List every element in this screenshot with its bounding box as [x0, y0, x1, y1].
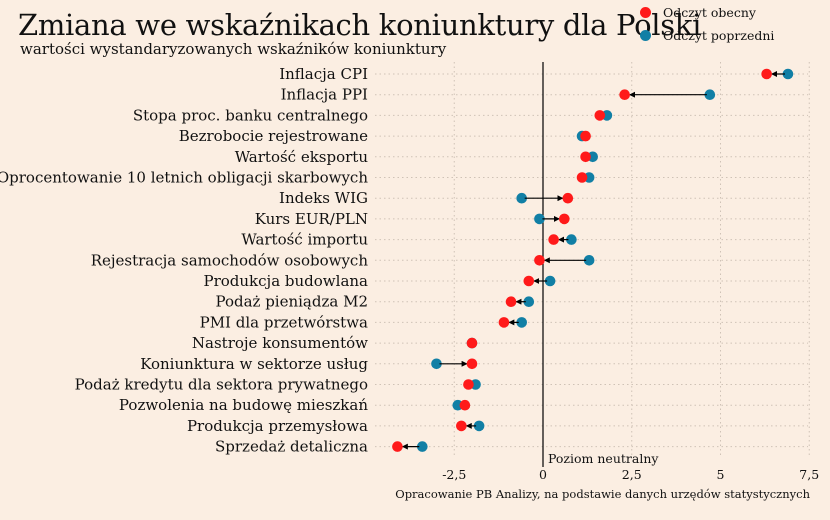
previous-value-marker — [566, 234, 577, 245]
current-value-marker — [463, 379, 474, 390]
previous-value-marker — [473, 420, 485, 432]
current-value-marker — [619, 89, 630, 100]
category-label: PMI dla przetwórstwa — [200, 313, 368, 331]
category-label: Nastroje konsumentów — [192, 334, 368, 352]
current-value-marker — [523, 275, 535, 287]
previous-value-marker — [782, 68, 794, 80]
legend-item-current: Odczyt obecny — [640, 5, 756, 20]
previous-value-marker — [534, 213, 545, 225]
category-label: Koniunktura w sektorze usług — [140, 355, 368, 373]
category-label: Rejestracja samochodów osobowych — [91, 251, 369, 269]
legend-previous-label: Odczyt poprzedni — [663, 28, 775, 43]
legend-previous-marker — [640, 30, 651, 41]
current-value-marker — [466, 337, 478, 349]
category-label: Wartość eksportu — [235, 148, 369, 166]
category-label: Podaż kredytu dla sektora prywatnego — [75, 376, 368, 394]
category-label: Podaż pieniądza M2 — [215, 293, 368, 311]
previous-value-marker — [417, 441, 428, 452]
x-tick-label: -2,5 — [442, 467, 466, 482]
previous-value-marker — [544, 275, 556, 287]
previous-value-marker — [431, 358, 442, 370]
current-value-marker — [459, 399, 471, 411]
current-value-marker — [466, 358, 478, 370]
previous-value-marker — [516, 192, 527, 204]
previous-value-marker — [523, 296, 535, 308]
legend-current-marker — [640, 7, 651, 18]
chart-title: Zmiana we wskaźnikach koniunktury dla Po… — [18, 8, 702, 42]
category-label: Sprzedaż detaliczna — [215, 438, 368, 456]
category-label: Produkcja budowlana — [204, 272, 369, 290]
category-label: Bezrobocie rejestrowane — [179, 127, 368, 145]
current-value-marker — [562, 192, 574, 204]
previous-value-marker — [516, 317, 527, 328]
legend-current-label: Odczyt obecny — [663, 5, 756, 20]
current-value-marker — [505, 296, 517, 308]
chart-subtitle: wartości wystandaryzowanych wskaźników k… — [20, 40, 447, 58]
x-tick-label: 7,5 — [799, 467, 819, 482]
x-tick-label: 2,5 — [622, 467, 642, 482]
current-value-marker — [761, 68, 772, 80]
x-tick-label: 0 — [539, 467, 547, 482]
category-label: Inflacja PPI — [281, 86, 368, 104]
category-label: Indeks WIG — [279, 189, 368, 207]
current-value-marker — [534, 254, 545, 266]
current-value-marker — [456, 420, 467, 432]
current-value-marker — [594, 110, 606, 121]
current-value-marker — [392, 441, 403, 452]
current-value-marker — [576, 172, 588, 183]
current-value-marker — [548, 234, 559, 245]
category-label: Kurs EUR/PLN — [255, 210, 368, 228]
current-value-marker — [580, 130, 591, 142]
neutral-level-label: Poziom neutralny — [548, 451, 659, 466]
current-value-marker — [580, 151, 591, 163]
category-label: Pozwolenia na budowę mieszkań — [119, 396, 368, 414]
legend-item-previous: Odczyt poprzedni — [640, 28, 774, 43]
category-label: Oprocentowanie 10 letnich obligacji skar… — [0, 169, 368, 187]
category-label: Produkcja przemysłowa — [187, 417, 368, 435]
category-label: Inflacja CPI — [279, 65, 368, 83]
category-label: Wartość importu — [241, 231, 368, 249]
previous-value-marker — [704, 89, 716, 100]
category-label: Stopa proc. banku centralnego — [133, 106, 368, 124]
previous-value-marker — [583, 254, 595, 266]
current-value-marker — [559, 213, 570, 225]
current-value-marker — [498, 317, 510, 328]
source-note: Opracowanie PB Analizy, na podstawie dan… — [395, 487, 810, 501]
x-tick-label: 5 — [717, 467, 725, 482]
